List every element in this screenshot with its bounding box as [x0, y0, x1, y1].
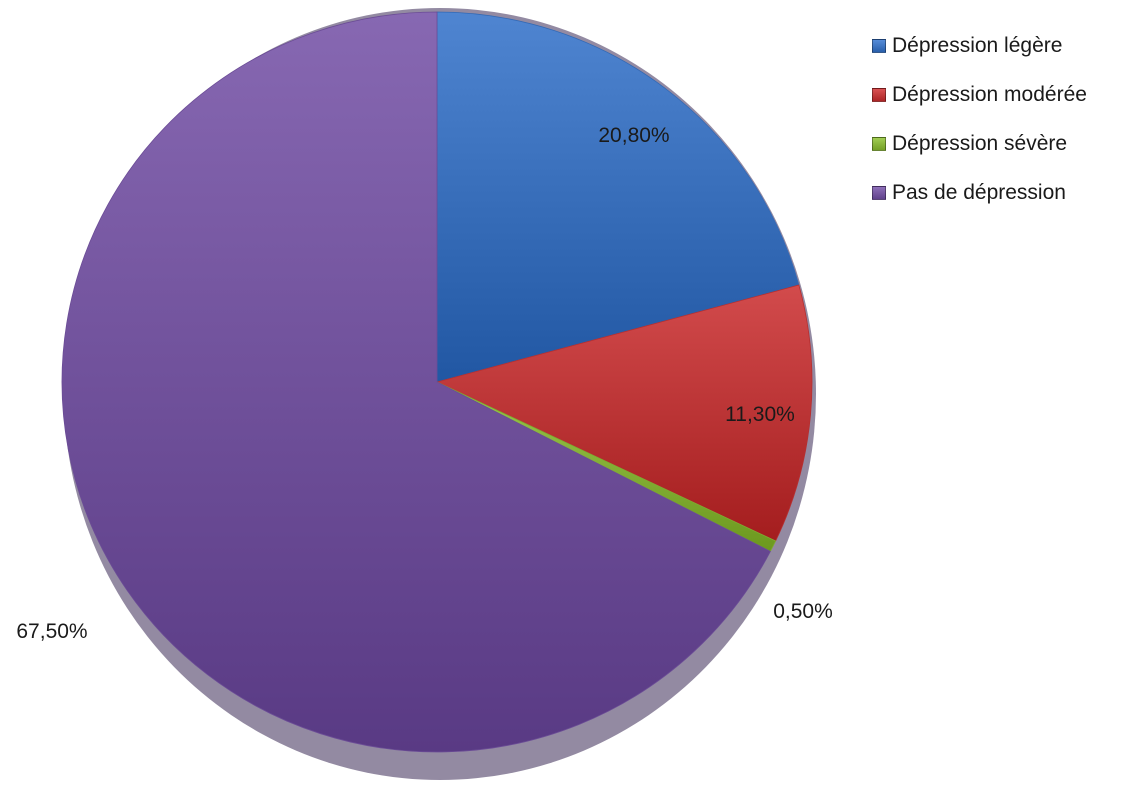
- legend-label: Pas de dépression: [892, 181, 1066, 204]
- legend-item: Dépression sévère: [872, 128, 1087, 160]
- data-label-1: 20,80%: [598, 124, 669, 147]
- legend-item: Dépression légère: [872, 30, 1087, 62]
- data-label-2: 11,30%: [725, 403, 795, 426]
- pie-slice-4: [61, 11, 771, 753]
- legend-label: Dépression sévère: [892, 132, 1068, 155]
- legend-item: Pas de dépression: [872, 177, 1087, 209]
- pie-slice-1: [436, 11, 800, 383]
- legend-swatch: [872, 186, 886, 200]
- legend-label: Dépression modérée: [892, 83, 1087, 106]
- legend-item: Dépression modérée: [872, 79, 1087, 111]
- legend-swatch: [872, 137, 886, 151]
- legend-swatch: [872, 39, 886, 53]
- legend-swatch: [872, 88, 886, 102]
- data-label-4: 67,50%: [16, 620, 87, 643]
- pie-slice-2: [435, 284, 813, 542]
- data-label-3: 0,50%: [773, 600, 833, 623]
- legend-label: Dépression légère: [892, 34, 1063, 57]
- pie-data-labels: 20,80% 11,30% 0,50% 67,50%: [16, 124, 832, 643]
- pie-slices: [61, 11, 813, 753]
- legend: Dépression légère Dépression modérée Dépre…: [872, 30, 1087, 226]
